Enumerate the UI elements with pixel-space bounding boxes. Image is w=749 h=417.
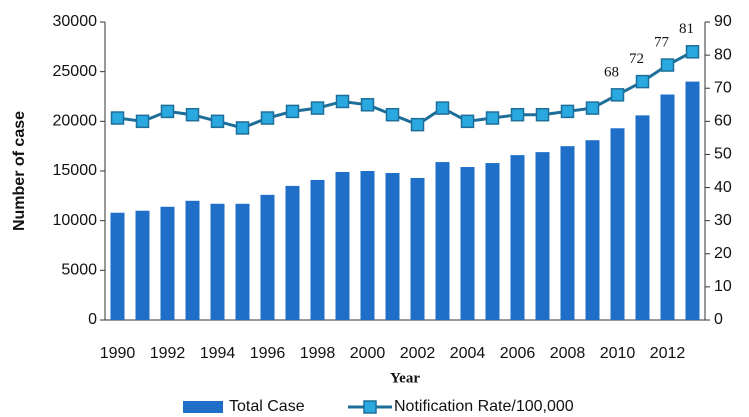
marker xyxy=(410,117,425,132)
bar xyxy=(485,163,500,320)
bar xyxy=(560,146,575,320)
line xyxy=(117,50,694,130)
bar xyxy=(160,206,175,320)
y2-tick-label: 70 xyxy=(714,79,732,96)
bar xyxy=(685,81,700,320)
y2-tick-label: 80 xyxy=(714,46,732,63)
bar xyxy=(185,200,200,320)
x-tick-label: 2006 xyxy=(500,345,536,362)
bar xyxy=(510,155,525,320)
bar xyxy=(285,185,300,320)
bar xyxy=(635,115,650,320)
x-axis-title: Year xyxy=(390,370,420,386)
bar xyxy=(410,177,425,320)
marker xyxy=(385,107,400,122)
x-tick-label: 2000 xyxy=(350,345,386,362)
y-tick-label: 20000 xyxy=(53,113,98,130)
bar xyxy=(660,94,675,320)
data-label: 81 xyxy=(679,21,694,37)
y2-tick-label: 40 xyxy=(714,179,732,196)
y-tick-label: 10000 xyxy=(53,212,98,229)
marker xyxy=(510,107,525,122)
marker xyxy=(610,88,625,102)
marker xyxy=(685,45,700,59)
marker xyxy=(135,114,150,129)
marker xyxy=(660,58,675,72)
bar xyxy=(360,171,375,320)
bar xyxy=(535,152,550,320)
x-tick-label: 1994 xyxy=(200,345,236,362)
y2-tick-label: 10 xyxy=(714,278,732,295)
bar xyxy=(260,194,275,320)
legend-label: Total Case xyxy=(229,398,305,415)
y2-tick-label: 90 xyxy=(714,13,732,30)
marker xyxy=(210,114,225,129)
x-tick-label: 1990 xyxy=(100,345,136,362)
marker xyxy=(260,111,275,125)
y-tick-label: 5000 xyxy=(61,262,97,279)
marker xyxy=(560,104,575,119)
marker xyxy=(585,101,600,115)
marker xyxy=(360,98,375,112)
bar xyxy=(385,172,400,320)
bar xyxy=(135,210,150,320)
marker xyxy=(335,94,350,109)
legend-swatch-marker xyxy=(363,400,377,414)
bar xyxy=(435,162,450,320)
y2-tick-label: 0 xyxy=(714,311,723,328)
bar xyxy=(335,171,350,320)
y2-tick-label: 60 xyxy=(714,113,732,130)
marker xyxy=(485,111,500,125)
x-tick-label: 2004 xyxy=(450,345,486,362)
data-label: 77 xyxy=(654,34,670,50)
marker xyxy=(235,121,250,135)
bar xyxy=(460,167,475,320)
marker xyxy=(535,107,550,122)
x-tick-label: 2012 xyxy=(650,345,686,362)
marker xyxy=(110,111,125,125)
x-tick-label: 1996 xyxy=(250,345,286,362)
bar xyxy=(110,212,125,320)
y2-tick-label: 30 xyxy=(714,212,732,229)
data-label: 72 xyxy=(629,51,644,67)
bar xyxy=(235,203,250,320)
bar xyxy=(210,203,225,320)
y2-tick-label: 20 xyxy=(714,245,732,262)
marker xyxy=(285,104,300,119)
y2-tick-label: 50 xyxy=(714,146,732,163)
bar xyxy=(585,140,600,320)
marker xyxy=(435,101,450,115)
x-tick-label: 2002 xyxy=(400,345,436,362)
x-tick-label: 1998 xyxy=(300,345,336,362)
x-tick-label: 2008 xyxy=(550,345,586,362)
y-tick-label: 30000 xyxy=(53,13,98,30)
bar xyxy=(610,128,625,320)
y-tick-label: 25000 xyxy=(53,63,98,80)
marker xyxy=(160,104,175,119)
bar xyxy=(310,179,325,320)
marker xyxy=(635,74,650,89)
marker xyxy=(310,101,325,115)
y-axis-title: Number of case xyxy=(11,111,28,231)
legend-label: Notification Rate/100,000 xyxy=(394,398,574,415)
x-tick-label: 2010 xyxy=(600,345,636,362)
marker xyxy=(185,107,200,122)
y-tick-label: 15000 xyxy=(53,162,98,179)
x-tick-label: 1992 xyxy=(150,345,186,362)
legend-swatch xyxy=(183,401,223,413)
y-tick-label: 0 xyxy=(88,311,97,328)
marker xyxy=(460,114,475,129)
data-label: 68 xyxy=(604,64,619,80)
